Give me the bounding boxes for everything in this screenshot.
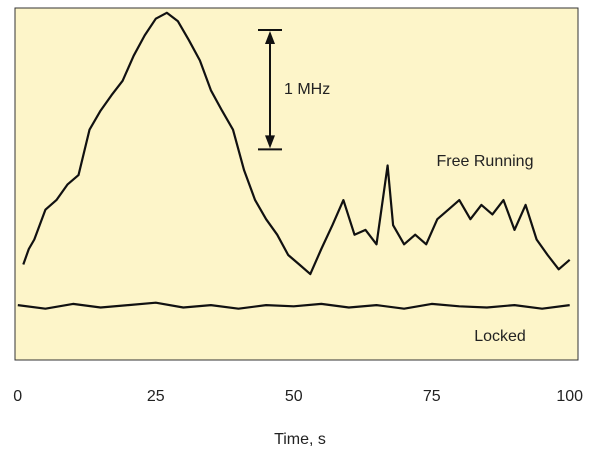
x-tick-label: 50	[285, 388, 303, 405]
scale-label: 1 MHz	[284, 81, 330, 98]
x-tick-label: 75	[423, 388, 441, 405]
arrow-head	[265, 31, 275, 44]
series-label: Locked	[474, 328, 526, 345]
arrow-head	[265, 135, 275, 149]
x-tick-label: 100	[556, 388, 583, 405]
series-label: Free Running	[437, 153, 534, 170]
plot-area	[14, 7, 579, 361]
x-tick-label: 0	[13, 388, 22, 405]
x-axis-title: Time, s	[274, 431, 326, 448]
series-line	[17, 301, 570, 310]
series-line	[22, 11, 571, 276]
x-tick-label: 25	[147, 388, 165, 405]
